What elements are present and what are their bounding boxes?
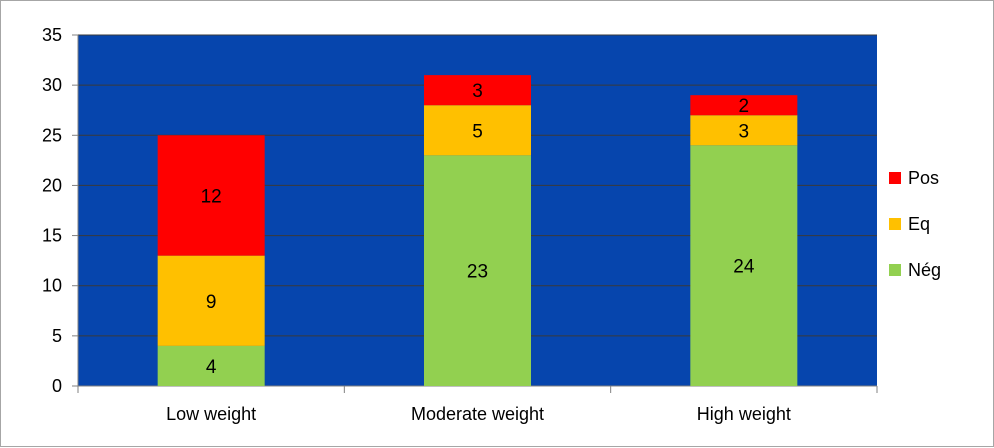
y-tick-label: 10 bbox=[42, 276, 62, 296]
legend-label: Nég bbox=[908, 260, 941, 280]
legend-swatch bbox=[889, 264, 901, 276]
data-label: 24 bbox=[733, 257, 755, 278]
bar-segment bbox=[690, 95, 798, 116]
bar-segment bbox=[424, 75, 531, 106]
data-label: 23 bbox=[467, 262, 488, 283]
bar-segment bbox=[157, 255, 265, 346]
legend-swatch bbox=[889, 172, 901, 184]
data-label: 5 bbox=[472, 121, 483, 142]
y-tick-label: 0 bbox=[52, 376, 62, 396]
legend-swatch bbox=[889, 218, 901, 230]
bar-segment bbox=[424, 155, 531, 386]
y-tick-label: 25 bbox=[42, 125, 62, 145]
data-label: 3 bbox=[472, 81, 483, 102]
data-label: 3 bbox=[739, 121, 750, 142]
y-tick-label: 30 bbox=[42, 75, 62, 95]
legend-label: Pos bbox=[908, 168, 939, 188]
data-label: 9 bbox=[206, 292, 217, 313]
x-tick-label: Moderate weight bbox=[411, 404, 544, 424]
bar-segment bbox=[157, 345, 265, 386]
y-tick-label: 15 bbox=[42, 226, 62, 246]
y-tick-label: 35 bbox=[42, 25, 62, 45]
bar-segment bbox=[157, 135, 265, 256]
y-tick-label: 5 bbox=[52, 326, 62, 346]
bar-segment bbox=[424, 105, 531, 156]
data-label: 4 bbox=[206, 357, 217, 378]
y-tick-label: 20 bbox=[42, 175, 62, 195]
bar-segment bbox=[690, 115, 798, 146]
bar-segment bbox=[690, 145, 798, 386]
data-label: 12 bbox=[201, 186, 222, 207]
x-tick-label: High weight bbox=[697, 404, 791, 424]
data-label: 2 bbox=[739, 96, 750, 117]
legend-label: Eq bbox=[908, 214, 930, 234]
x-tick-label: Low weight bbox=[166, 404, 256, 424]
